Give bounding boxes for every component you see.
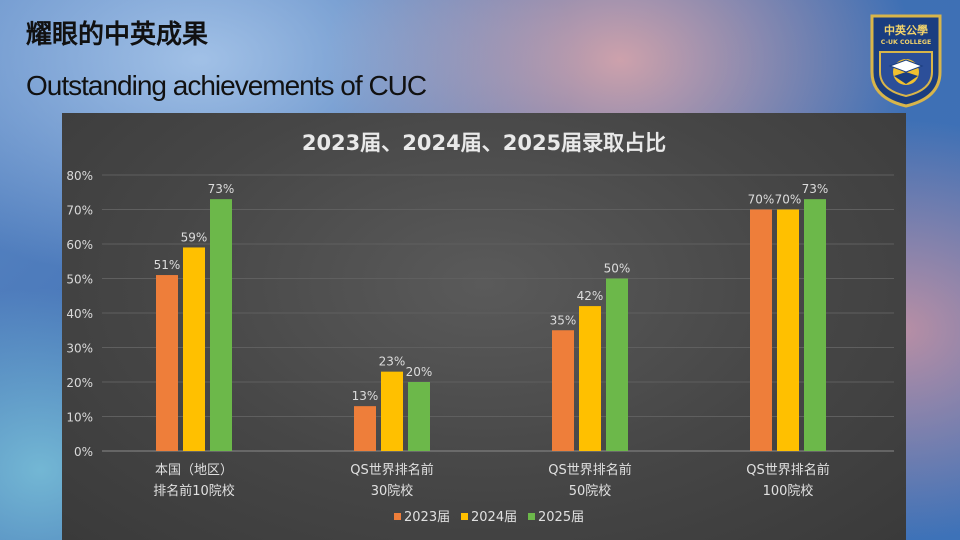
bar (777, 209, 799, 451)
y-tick-label: 80% (66, 169, 93, 183)
bar (804, 199, 826, 451)
data-label: 23% (379, 355, 406, 369)
data-label: 42% (577, 289, 604, 303)
bar (210, 199, 232, 451)
x-tick-label: QS世界排名前 (350, 462, 434, 478)
y-tick-label: 0% (74, 445, 93, 459)
data-label: 59% (181, 230, 208, 244)
data-label: 51% (154, 258, 181, 272)
y-tick-label: 70% (66, 204, 93, 218)
bar (408, 382, 430, 451)
x-tick-label: 50院校 (569, 483, 612, 499)
data-label: 73% (802, 182, 829, 196)
data-label: 35% (550, 313, 577, 327)
bar (354, 406, 376, 451)
logo-bottom-text: C-UK COLLEGE (881, 39, 931, 46)
bar (750, 209, 772, 451)
y-tick-label: 20% (66, 376, 93, 390)
data-label: 20% (406, 365, 433, 379)
slide-subtitle: Outstanding achievements of CUC (26, 70, 427, 101)
y-tick-label: 30% (66, 342, 93, 356)
y-tick-label: 50% (66, 273, 93, 287)
slide-title: 耀眼的中英成果 (26, 20, 209, 50)
data-label: 73% (208, 182, 235, 196)
legend-swatch (394, 513, 401, 520)
legend-label: 2023届 (404, 510, 450, 525)
x-tick-label: 本国（地区） (155, 463, 233, 478)
bar (552, 330, 574, 451)
x-tick-label: 100院校 (763, 483, 814, 499)
legend-label: 2025届 (538, 510, 584, 525)
x-tick-label: QS世界排名前 (548, 462, 632, 478)
x-tick-label: QS世界排名前 (746, 462, 830, 478)
bar (183, 247, 205, 451)
chart-title: 2023届、2024届、2025届录取占比 (302, 131, 666, 155)
legend-label: 2024届 (471, 510, 517, 525)
legend-swatch (528, 513, 535, 520)
bar (579, 306, 601, 451)
y-tick-label: 40% (66, 307, 93, 321)
admission-rate-chart: 2023届、2024届、2025届录取占比 0% 10% 20% 30% 40% 50% 6… (66, 131, 894, 525)
data-label: 50% (604, 262, 631, 276)
bar (381, 371, 403, 451)
chart-panel: 2023届、2024届、2025届录取占比 0% 10% 20% 30% 40% 50% 6… (62, 113, 906, 540)
data-label: 70% (748, 193, 775, 207)
x-tick-label: 30院校 (371, 483, 414, 499)
logo-top-text: 中英公學 (884, 23, 928, 37)
bar (606, 278, 628, 451)
legend-swatch (461, 513, 468, 520)
school-crest-icon: 中英公學 C-UK COLLEGE (870, 14, 942, 108)
data-label: 70% (775, 193, 802, 207)
y-tick-label: 60% (66, 238, 93, 252)
data-label: 13% (352, 389, 379, 403)
y-tick-label: 10% (66, 411, 93, 425)
bar (156, 275, 178, 451)
x-tick-label: 排名前10院校 (153, 483, 235, 499)
